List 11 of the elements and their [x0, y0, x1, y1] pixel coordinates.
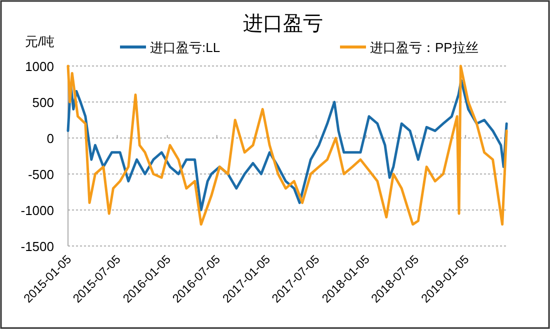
- y-tick-label: -1500: [20, 239, 54, 254]
- line-series: [66, 64, 508, 226]
- chart-title: 进口盈亏: [243, 13, 323, 35]
- y-tick-label: 0: [46, 131, 54, 146]
- y-axis-title: 元/吨: [25, 34, 55, 49]
- legend-label: 进口盈亏：PP拉丝: [370, 40, 478, 55]
- y-tick-label: -500: [28, 167, 54, 182]
- y-tick-label: -1000: [20, 203, 54, 218]
- legend-label: 进口盈亏:LL: [150, 40, 220, 55]
- y-tick-label: 500: [32, 95, 54, 110]
- y-tick-label: 1000: [25, 59, 54, 74]
